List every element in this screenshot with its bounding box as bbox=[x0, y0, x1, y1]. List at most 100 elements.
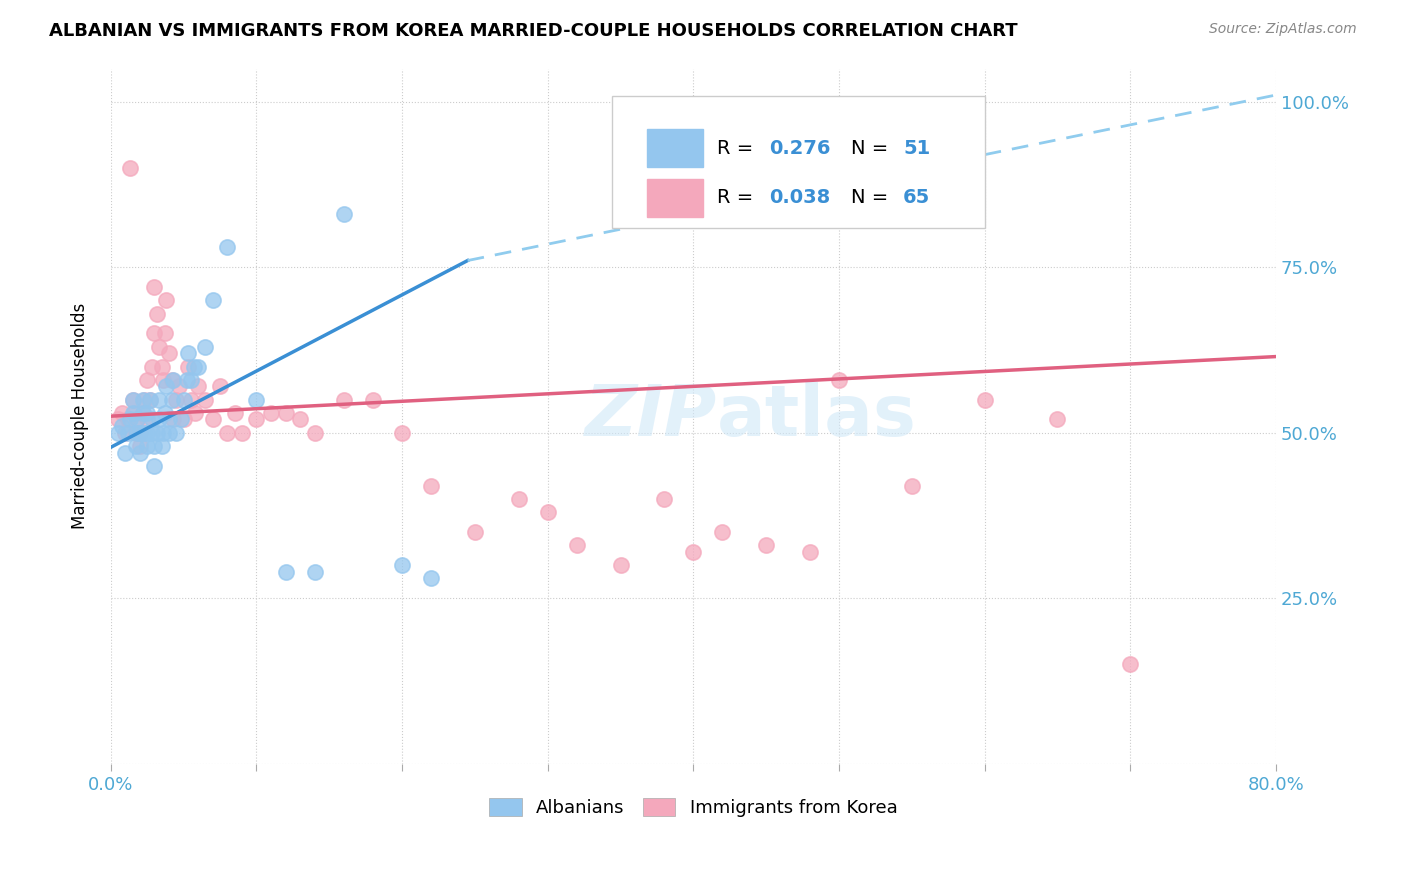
Point bbox=[537, 505, 560, 519]
Point bbox=[420, 571, 443, 585]
Point bbox=[274, 406, 297, 420]
Point bbox=[143, 326, 166, 341]
Text: 51: 51 bbox=[903, 138, 931, 158]
Point bbox=[136, 425, 159, 440]
Text: N =: N = bbox=[851, 138, 894, 158]
Point bbox=[180, 373, 202, 387]
Point bbox=[165, 392, 187, 407]
Point bbox=[136, 406, 159, 420]
Point bbox=[173, 392, 195, 407]
Point bbox=[973, 392, 995, 407]
Point bbox=[565, 538, 588, 552]
Bar bbox=[647, 178, 703, 217]
Point bbox=[176, 373, 198, 387]
Point bbox=[122, 406, 145, 420]
Text: N =: N = bbox=[851, 188, 894, 207]
Point bbox=[121, 406, 143, 420]
Text: ALBANIAN VS IMMIGRANTS FROM KOREA MARRIED-COUPLE HOUSEHOLDS CORRELATION CHART: ALBANIAN VS IMMIGRANTS FROM KOREA MARRIE… bbox=[49, 22, 1018, 40]
Point bbox=[217, 240, 239, 254]
Point bbox=[121, 392, 143, 407]
Point bbox=[148, 392, 170, 407]
Point bbox=[143, 439, 166, 453]
Y-axis label: Married-couple Households: Married-couple Households bbox=[72, 303, 89, 529]
Point bbox=[901, 479, 924, 493]
Point bbox=[129, 439, 152, 453]
Point bbox=[361, 392, 384, 407]
Point bbox=[114, 445, 136, 459]
Point bbox=[260, 406, 283, 420]
Point bbox=[139, 392, 162, 407]
Point bbox=[177, 359, 200, 374]
Point bbox=[129, 445, 152, 459]
Point bbox=[118, 161, 141, 175]
Point bbox=[194, 392, 217, 407]
Point bbox=[129, 425, 152, 440]
Point bbox=[124, 425, 146, 440]
Point bbox=[208, 379, 231, 393]
Point bbox=[160, 373, 183, 387]
Point bbox=[162, 373, 184, 387]
Text: 0.276: 0.276 bbox=[769, 138, 831, 158]
Point bbox=[160, 392, 183, 407]
Point bbox=[139, 392, 162, 407]
Point bbox=[304, 425, 326, 440]
Point bbox=[136, 439, 159, 453]
Point bbox=[333, 207, 356, 221]
FancyBboxPatch shape bbox=[612, 96, 984, 228]
Point bbox=[508, 491, 530, 506]
Point bbox=[173, 412, 195, 426]
Point bbox=[170, 412, 193, 426]
Point bbox=[117, 412, 139, 426]
Point bbox=[118, 412, 141, 426]
Point bbox=[107, 412, 129, 426]
Point bbox=[111, 419, 134, 434]
Point bbox=[304, 565, 326, 579]
Bar bbox=[647, 129, 703, 168]
Point bbox=[201, 293, 224, 308]
Point bbox=[288, 412, 311, 426]
Point bbox=[132, 406, 155, 420]
Point bbox=[391, 558, 413, 573]
Point bbox=[121, 392, 143, 407]
Point bbox=[152, 425, 174, 440]
Point bbox=[146, 425, 169, 440]
Point bbox=[136, 412, 159, 426]
Point bbox=[755, 538, 778, 552]
Point bbox=[167, 379, 190, 393]
Legend: Albanians, Immigrants from Korea: Albanians, Immigrants from Korea bbox=[482, 790, 904, 824]
Point bbox=[155, 293, 177, 308]
Point bbox=[150, 439, 173, 453]
Point bbox=[134, 425, 156, 440]
Point bbox=[153, 326, 176, 341]
Point bbox=[652, 491, 675, 506]
Point bbox=[146, 306, 169, 320]
Point bbox=[187, 359, 209, 374]
Point bbox=[141, 412, 163, 426]
Point bbox=[117, 425, 139, 440]
Point bbox=[136, 373, 159, 387]
Point bbox=[217, 425, 239, 440]
Point bbox=[143, 458, 166, 473]
Point bbox=[609, 558, 631, 573]
Text: R =: R = bbox=[717, 188, 759, 207]
Point bbox=[157, 346, 180, 360]
Point bbox=[155, 379, 177, 393]
Point bbox=[114, 425, 136, 440]
Text: ZIP: ZIP bbox=[585, 382, 717, 450]
Point bbox=[153, 406, 176, 420]
Point bbox=[180, 392, 202, 407]
Point bbox=[799, 545, 821, 559]
Text: 0.038: 0.038 bbox=[769, 188, 831, 207]
Point bbox=[141, 425, 163, 440]
Point bbox=[134, 392, 156, 407]
Point bbox=[148, 412, 170, 426]
Point bbox=[107, 425, 129, 440]
Point bbox=[157, 412, 180, 426]
Point bbox=[245, 412, 267, 426]
Point bbox=[828, 373, 851, 387]
Point bbox=[143, 280, 166, 294]
Point bbox=[245, 392, 267, 407]
Point bbox=[464, 524, 486, 539]
Point bbox=[711, 524, 734, 539]
Point bbox=[682, 545, 704, 559]
